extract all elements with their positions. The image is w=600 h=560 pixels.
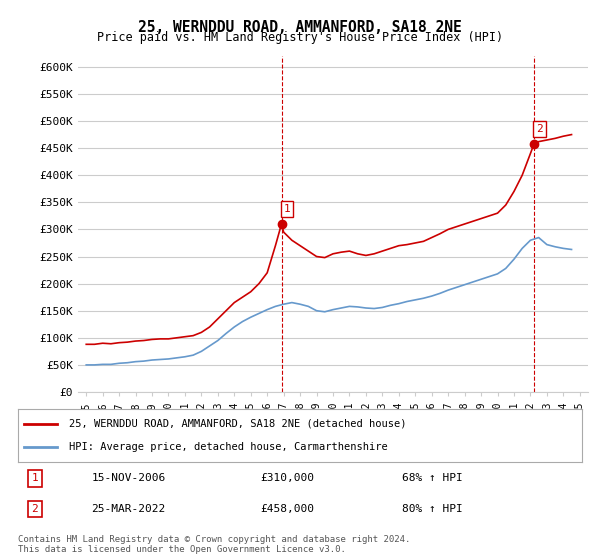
Text: 25, WERNDDU ROAD, AMMANFORD, SA18 2NE: 25, WERNDDU ROAD, AMMANFORD, SA18 2NE — [138, 20, 462, 35]
Text: 2: 2 — [536, 124, 543, 134]
Text: Price paid vs. HM Land Registry's House Price Index (HPI): Price paid vs. HM Land Registry's House … — [97, 31, 503, 44]
Text: 1: 1 — [283, 204, 290, 214]
Text: 2: 2 — [32, 504, 38, 514]
Text: HPI: Average price, detached house, Carmarthenshire: HPI: Average price, detached house, Carm… — [69, 442, 388, 452]
Text: £458,000: £458,000 — [260, 504, 314, 514]
Text: £310,000: £310,000 — [260, 473, 314, 483]
Text: 80% ↑ HPI: 80% ↑ HPI — [401, 504, 462, 514]
Text: 25, WERNDDU ROAD, AMMANFORD, SA18 2NE (detached house): 25, WERNDDU ROAD, AMMANFORD, SA18 2NE (d… — [69, 419, 406, 429]
Text: 68% ↑ HPI: 68% ↑ HPI — [401, 473, 462, 483]
Text: 15-NOV-2006: 15-NOV-2006 — [91, 473, 166, 483]
Text: 1: 1 — [32, 473, 38, 483]
Text: 25-MAR-2022: 25-MAR-2022 — [91, 504, 166, 514]
Text: Contains HM Land Registry data © Crown copyright and database right 2024.
This d: Contains HM Land Registry data © Crown c… — [18, 535, 410, 554]
